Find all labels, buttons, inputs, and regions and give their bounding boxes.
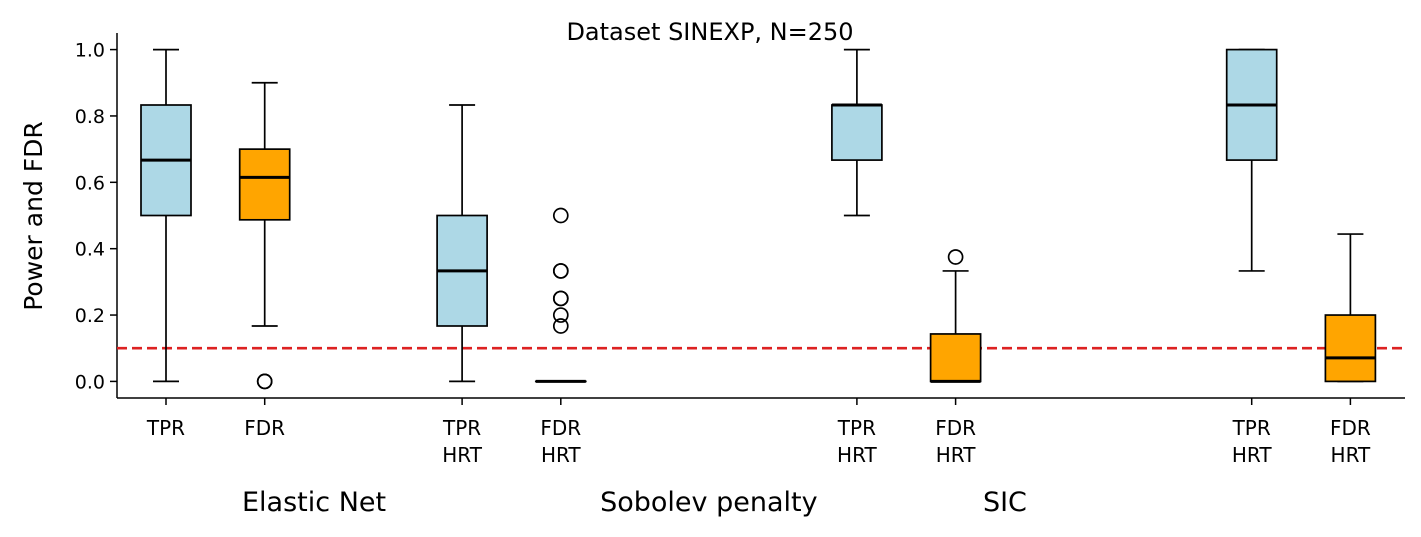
category-label: TPR <box>442 416 481 440</box>
outlier-point <box>552 290 569 307</box>
y-tick-label: 1.0 <box>75 40 105 62</box>
box-fdr-1 <box>238 81 291 390</box>
y-tick-label: 0.4 <box>75 239 105 261</box>
y-axis-label: Power and FDR <box>19 121 48 311</box>
group-label: SIC <box>983 487 1027 518</box>
category-label: HRT <box>541 443 581 467</box>
box-tpr-0 <box>140 48 192 383</box>
boxes-layer <box>140 48 1377 390</box>
outlier-point <box>552 318 569 334</box>
category-label: HRT <box>1232 443 1272 467</box>
outlier-point <box>256 373 273 390</box>
y-tick-label: 0.0 <box>75 371 105 393</box>
group-label: Sobolev penalty <box>600 487 817 518</box>
category-label: HRT <box>936 443 976 467</box>
category-label: FDR <box>935 416 976 440</box>
box-tpr-4 <box>831 48 883 217</box>
labels-layer: TPR FDR TPR HRT FDR HRT TPR HRT FDR HRT TPR HRT FDR H… <box>146 416 1371 518</box>
outlier-point <box>552 263 569 279</box>
group-label: Elastic Net <box>242 487 386 518</box>
box-tpr-6 <box>1225 48 1278 272</box>
y-tick-label: 0.2 <box>75 305 105 327</box>
y-tick-label: 0.8 <box>75 106 105 128</box>
box-tpr-2 <box>436 104 488 383</box>
box-fdr-7 <box>1324 233 1377 383</box>
outlier-point <box>947 249 964 265</box>
outlier-point <box>552 307 569 323</box>
category-label: HRT <box>442 443 482 467</box>
outlier-point <box>552 207 569 224</box>
category-label: TPR <box>837 416 876 440</box>
chart-title: Dataset SINEXP, N=250 <box>566 18 853 46</box>
box-body <box>831 104 883 161</box>
category-label: FDR <box>540 416 581 440</box>
box-fdr-5 <box>929 249 982 383</box>
category-label: FDR <box>244 416 285 440</box>
box-body <box>1324 314 1377 383</box>
category-label: HRT <box>837 443 877 467</box>
y-tick-label: 0.6 <box>75 172 105 194</box>
axes: 0.0 0.2 0.4 0.6 0.8 1.0 <box>75 33 1405 405</box>
category-label: FDR <box>1330 416 1371 440</box>
category-label: HRT <box>1331 443 1371 467</box>
category-label: TPR <box>146 416 185 440</box>
box-body <box>238 148 291 221</box>
category-label: TPR <box>1232 416 1271 440</box>
box-fdr-3 <box>534 207 587 383</box>
box-body <box>929 333 982 383</box>
